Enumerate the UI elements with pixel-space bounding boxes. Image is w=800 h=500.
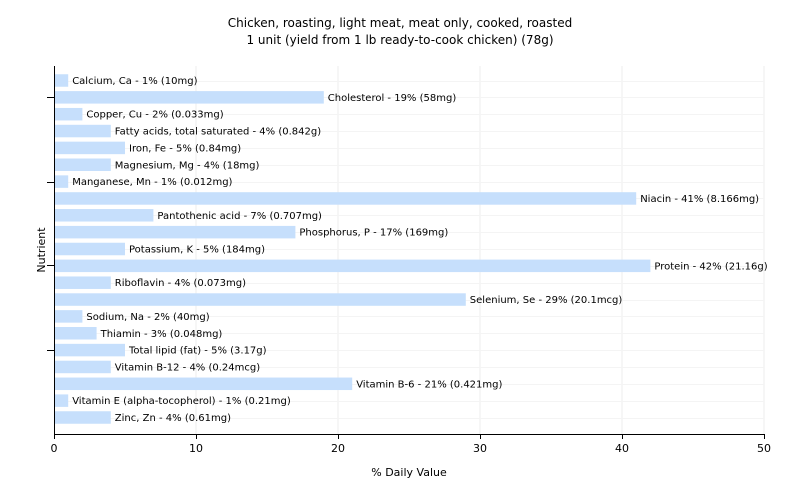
axes <box>47 66 765 439</box>
bar-label: Cholesterol - 19% (58mg) <box>328 93 457 104</box>
bar-label: Thiamin - 3% (0.048mg) <box>100 329 223 340</box>
bar <box>55 394 69 407</box>
bar <box>55 242 125 256</box>
bar-label: Phosphorus, P - 17% (169mg) <box>299 228 448 239</box>
bar <box>55 192 637 205</box>
bar-label: Magnesium, Mg - 4% (18mg) <box>115 160 260 171</box>
bar-label: Fatty acids, total saturated - 4% (0.842… <box>115 127 321 138</box>
chart-title: Chicken, roasting, light meat, meat only… <box>228 16 572 30</box>
bar <box>55 209 154 222</box>
bar-label: Total lipid (fat) - 5% (3.17g) <box>128 346 267 357</box>
bar <box>55 276 111 289</box>
grid-lines <box>54 66 765 434</box>
bar <box>55 377 353 391</box>
bar <box>55 327 97 340</box>
bar-label: Riboflavin - 4% (0.073mg) <box>115 278 246 289</box>
bar <box>55 158 111 171</box>
bar-label: Potassium, K - 5% (184mg) <box>129 245 265 256</box>
x-axis-label: % Daily Value <box>371 466 447 479</box>
y-axis-label: Nutrient <box>35 227 48 273</box>
x-tick-label: 40 <box>615 442 629 455</box>
bar-label: Copper, Cu - 2% (0.033mg) <box>86 110 223 121</box>
bar <box>55 175 69 188</box>
bar-label: Zinc, Zn - 4% (0.61mg) <box>115 413 231 424</box>
bar-label: Vitamin E (alpha-tocopherol) - 1% (0.21m… <box>72 396 291 407</box>
x-tick-label: 10 <box>189 442 203 455</box>
x-tick-label: 20 <box>331 442 345 455</box>
bar <box>55 107 83 121</box>
x-tick-labels: 0 10 20 30 40 50 <box>51 442 772 455</box>
bar <box>55 141 125 155</box>
bar <box>55 124 111 138</box>
bar <box>55 310 83 323</box>
x-tick-label: 30 <box>473 442 487 455</box>
bar <box>55 343 125 357</box>
bar <box>55 259 651 273</box>
bar-label: Protein - 42% (21.16g) <box>654 261 767 272</box>
bar-label: Vitamin B-12 - 4% (0.24mcg) <box>115 362 260 373</box>
bar <box>55 360 111 374</box>
bar-label: Vitamin B-6 - 21% (0.421mg) <box>356 379 502 390</box>
chart-subtitle: 1 unit (yield from 1 lb ready-to-cook ch… <box>246 33 553 47</box>
bar-labels: Calcium, Ca - 1% (10mg) Cholesterol - 19%… <box>72 76 768 424</box>
x-tick-label: 50 <box>757 442 771 455</box>
bar <box>55 74 69 87</box>
bar <box>55 293 466 306</box>
bar <box>55 225 296 239</box>
bar <box>55 411 111 424</box>
bar-label: Selenium, Se - 29% (20.1mcg) <box>470 295 623 306</box>
bar-label: Iron, Fe - 5% (0.84mg) <box>129 143 241 154</box>
bar <box>55 91 324 104</box>
bar-label: Niacin - 41% (8.166mg) <box>640 194 759 205</box>
bar-label: Manganese, Mn - 1% (0.012mg) <box>72 177 232 188</box>
bar-label: Pantothenic acid - 7% (0.707mg) <box>157 211 322 222</box>
x-tick-label: 0 <box>51 442 58 455</box>
bars <box>55 74 651 424</box>
bar-label: Calcium, Ca - 1% (10mg) <box>72 76 197 87</box>
bar-label: Sodium, Na - 2% (40mg) <box>86 312 209 323</box>
